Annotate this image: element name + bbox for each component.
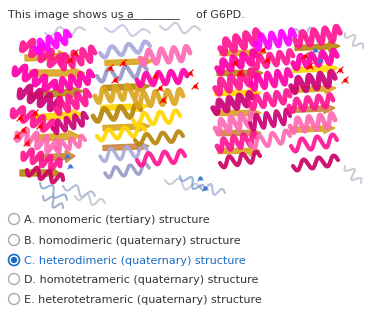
- Text: of G6PD.: of G6PD.: [196, 10, 245, 20]
- Polygon shape: [215, 88, 261, 98]
- Polygon shape: [295, 42, 340, 52]
- Polygon shape: [217, 128, 261, 138]
- Circle shape: [11, 257, 17, 263]
- Text: ___________: ___________: [118, 10, 180, 20]
- Polygon shape: [103, 82, 150, 92]
- Text: This image shows us a: This image shows us a: [8, 10, 134, 20]
- Polygon shape: [290, 104, 335, 114]
- Polygon shape: [217, 68, 263, 78]
- Polygon shape: [33, 109, 83, 121]
- Polygon shape: [35, 131, 80, 143]
- Polygon shape: [105, 57, 153, 67]
- Text: D. homotetrameric (quaternary) structure: D. homotetrameric (quaternary) structure: [24, 275, 258, 285]
- Polygon shape: [215, 108, 261, 118]
- Polygon shape: [37, 151, 75, 163]
- Polygon shape: [293, 64, 338, 74]
- Text: C. heterodimeric (quaternary) structure: C. heterodimeric (quaternary) structure: [24, 256, 246, 266]
- Polygon shape: [103, 142, 149, 152]
- Polygon shape: [30, 67, 85, 79]
- Text: A. monomeric (tertiary) structure: A. monomeric (tertiary) structure: [24, 215, 210, 225]
- Polygon shape: [218, 146, 260, 156]
- Polygon shape: [101, 102, 148, 112]
- Polygon shape: [30, 86, 83, 99]
- Polygon shape: [103, 122, 150, 132]
- Polygon shape: [20, 167, 60, 179]
- Polygon shape: [291, 84, 336, 94]
- Polygon shape: [25, 51, 70, 63]
- Text: E. heterotetrameric (quaternary) structure: E. heterotetrameric (quaternary) structu…: [24, 295, 262, 305]
- Polygon shape: [220, 48, 265, 58]
- Text: B. homodimeric (quaternary) structure: B. homodimeric (quaternary) structure: [24, 236, 241, 246]
- Polygon shape: [290, 124, 335, 134]
